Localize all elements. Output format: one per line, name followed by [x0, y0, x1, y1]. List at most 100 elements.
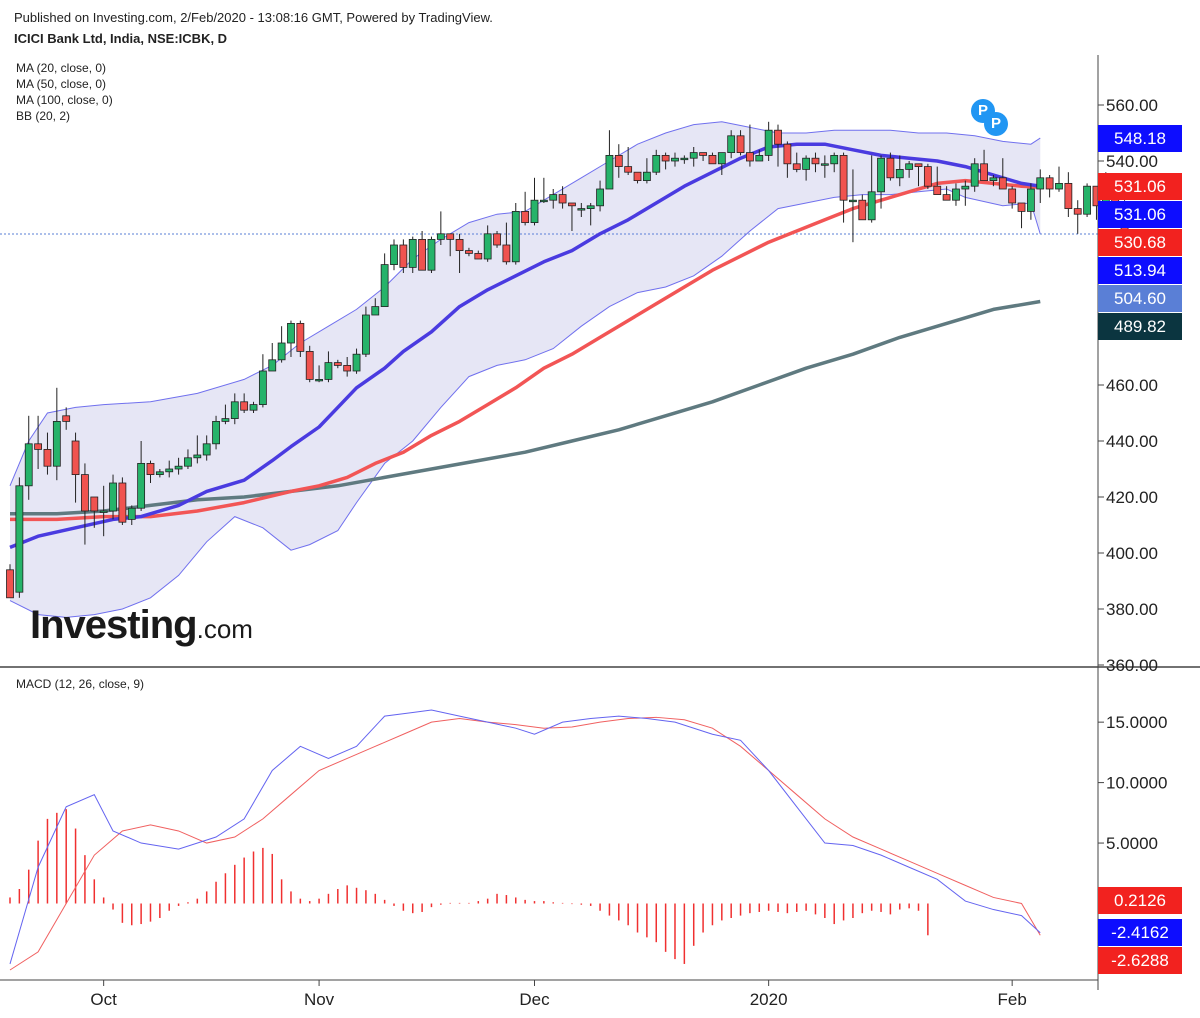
- candle: [521, 191, 530, 226]
- candle: [652, 149, 661, 175]
- candle: [362, 306, 370, 357]
- candle-body: [539, 199, 548, 203]
- candle-body: [708, 154, 717, 165]
- candle-body: [418, 238, 427, 271]
- candle: [277, 326, 286, 363]
- candle-body: [820, 163, 829, 166]
- candle: [577, 203, 586, 217]
- candle-body: [596, 188, 604, 207]
- candle: [90, 496, 99, 528]
- candle: [352, 348, 361, 374]
- candle-body: [886, 157, 895, 179]
- candle-body: [980, 163, 988, 182]
- candle-body: [315, 378, 323, 382]
- candle-body: [1045, 177, 1054, 190]
- candle: [155, 469, 164, 478]
- candle-body: [6, 569, 14, 599]
- candle: [380, 253, 389, 308]
- candle: [746, 124, 754, 167]
- candle-body: [380, 264, 389, 308]
- p-marker-2[interactable]: P: [984, 112, 1008, 136]
- candle-body: [642, 171, 651, 181]
- ma20-line: [9, 142, 1041, 550]
- price-tick-label: 560.00: [1106, 96, 1158, 115]
- macd-pane: [9, 709, 1041, 971]
- candle: [933, 166, 942, 195]
- candle-body: [652, 154, 661, 173]
- candle-body: [895, 168, 904, 179]
- candle-body: [352, 353, 361, 372]
- candle: [624, 147, 633, 175]
- candle: [258, 354, 267, 408]
- time-tick-label: 2020: [750, 990, 788, 1009]
- candle: [689, 147, 698, 167]
- candle: [568, 202, 576, 231]
- price-tag: 531.06: [1098, 172, 1182, 200]
- candle: [914, 163, 923, 187]
- candle-body: [483, 233, 492, 260]
- candle: [193, 435, 202, 464]
- candle: [802, 155, 811, 181]
- candle: [642, 158, 651, 184]
- candle: [137, 441, 146, 511]
- candle: [268, 343, 277, 372]
- candle-body: [568, 202, 576, 207]
- candle-body: [240, 401, 249, 411]
- time-tick-label: Nov: [304, 990, 335, 1009]
- candle: [905, 161, 914, 178]
- candle-body: [614, 154, 623, 167]
- candle: [596, 180, 604, 212]
- candle: [324, 351, 333, 383]
- candle-body: [268, 359, 277, 372]
- candle-body: [802, 157, 811, 170]
- candle: [230, 393, 239, 425]
- candle: [699, 152, 707, 161]
- indicator-ma20-label: MA (20, close, 0): [16, 61, 107, 75]
- candle-body: [970, 163, 979, 187]
- candle: [633, 171, 642, 184]
- candle-body: [81, 474, 89, 512]
- candle-body: [764, 129, 773, 156]
- candle: [24, 415, 33, 500]
- candle: [717, 152, 726, 175]
- candle: [221, 404, 230, 425]
- candle: [708, 152, 717, 165]
- candle-body: [390, 244, 398, 266]
- candle-body: [34, 443, 42, 450]
- symbol-title: ICICI Bank Ltd, India, NSE:ICBK, D: [14, 31, 228, 46]
- candle-body: [1036, 177, 1045, 190]
- candle-body: [502, 244, 511, 263]
- candle-body: [71, 440, 80, 475]
- candle-body: [52, 420, 61, 467]
- candle: [249, 401, 258, 413]
- candle-body: [277, 342, 286, 361]
- candle-body: [998, 177, 1007, 190]
- logo-main: Investing: [30, 603, 198, 647]
- candle: [605, 130, 614, 190]
- logo-suffix: .com: [196, 614, 253, 644]
- investing-logo: Investing.com: [30, 603, 253, 648]
- candle: [1017, 202, 1026, 229]
- macd-tick-label: 10.0000: [1106, 774, 1167, 793]
- candle: [408, 236, 417, 273]
- candle-body: [952, 188, 960, 201]
- candle: [727, 130, 736, 159]
- candle-body: [1064, 182, 1073, 209]
- candle: [333, 359, 342, 369]
- candle-body: [942, 194, 951, 201]
- candle: [6, 564, 14, 599]
- candle: [858, 194, 867, 221]
- candle: [427, 236, 436, 273]
- candle-body: [521, 210, 530, 223]
- candle: [764, 121, 773, 161]
- candle-body: [193, 454, 202, 459]
- candle-body: [436, 233, 445, 240]
- candle-body: [324, 362, 333, 380]
- candle-body: [877, 157, 885, 193]
- ma100-line: [10, 299, 1041, 516]
- candle-body: [155, 471, 164, 475]
- candle-body: [493, 233, 501, 246]
- candle: [474, 250, 483, 260]
- price-tag: 504.60: [1098, 284, 1182, 312]
